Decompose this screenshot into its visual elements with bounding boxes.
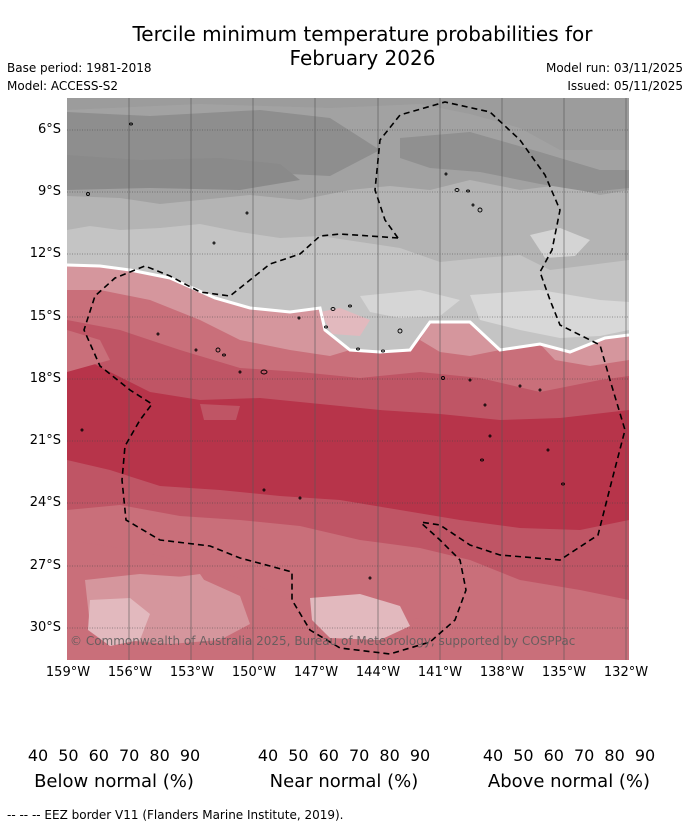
lat-label-24s: 24°S (29, 495, 61, 510)
meridians (128, 98, 627, 660)
colorbar-below-title: Below normal (%) (34, 771, 194, 792)
cb-near-tick-70: 70 (349, 746, 370, 765)
cb-above-tick-50: 50 (513, 746, 534, 765)
lat-label-15s: 15°S (29, 309, 61, 324)
lat-label-6s: 6°S (37, 122, 61, 137)
title-line-2: February 2026 (289, 46, 436, 70)
probability-map (67, 98, 629, 660)
copyright-note: © Commonwealth of Australia 2025, Bureau… (70, 634, 576, 648)
islands (80, 122, 565, 580)
region-near-90-b (67, 110, 380, 176)
cb-near-tick-90: 90 (409, 746, 431, 765)
eez-borders (83, 101, 626, 655)
cb-below-tick-80: 80 (149, 746, 170, 765)
colorbar-above-title: Above normal (%) (487, 771, 651, 792)
model-run: Model run: 03/11/2025 (545, 61, 683, 75)
region-near-90-d (400, 132, 629, 192)
lat-label-30s: 30°S (29, 620, 61, 635)
issued-date: Issued: 05/11/2025 (567, 79, 683, 93)
region-near-50-60-b (360, 290, 460, 318)
region-above-60-70-b (67, 330, 110, 372)
colorbar-near-title: Near normal (%) (269, 771, 419, 792)
region-above-40-50 (320, 308, 370, 336)
graticule (67, 129, 629, 629)
region-above-50-60-e (170, 574, 215, 610)
region-near-40-50 (470, 290, 629, 338)
lat-label-27s: 27°S (29, 558, 61, 573)
region-above-80-90 (67, 350, 629, 530)
cb-below-tick-50: 50 (58, 746, 79, 765)
lat-label-9s: 9°S (37, 184, 61, 199)
cb-near-tick-60: 60 (318, 746, 339, 765)
lon-label-135w: 135°W (541, 665, 587, 680)
lon-label-141w: 141°W (417, 665, 463, 680)
eez-legend-note: -- -- -- EEZ border V11 (Flanders Marine… (7, 808, 344, 822)
model-name: Model: ACCESS-S2 (7, 79, 119, 93)
lon-label-159w: 159°W (45, 665, 91, 680)
lon-label-153w: 153°W (169, 665, 215, 680)
cb-near-tick-40: 40 (257, 746, 279, 765)
region-above-40-50-c (310, 594, 410, 640)
meta-right: Model run: 03/11/2025 Issued: 05/11/2025 (546, 59, 683, 95)
region-near-90-c (67, 155, 300, 190)
map-fill (67, 98, 629, 660)
chart-title: Tercile minimum temperature probabilitie… (0, 22, 690, 70)
cb-above-tick-80: 80 (604, 746, 625, 765)
tercile-boundary (67, 263, 629, 354)
cb-below-tick-60: 60 (88, 746, 109, 765)
cb-near-tick-80: 80 (379, 746, 400, 765)
cb-below-tick-70: 70 (119, 746, 140, 765)
lon-label-132w: 132°W (603, 665, 649, 680)
lat-label-18s: 18°S (29, 371, 61, 386)
lat-label-21s: 21°S (29, 433, 61, 448)
cb-above-tick-70: 70 (574, 746, 595, 765)
region-near-90-a (67, 98, 629, 150)
region-above-40-50-b (88, 598, 150, 646)
cb-above-tick-40: 40 (482, 746, 504, 765)
title-line-1: Tercile minimum temperature probabilitie… (132, 22, 593, 46)
base-period: Base period: 1981-2018 (7, 61, 152, 75)
region-above-50-60 (67, 265, 350, 356)
meta-left: Base period: 1981-2018 Model: ACCESS-S2 (7, 59, 152, 95)
region-above-70-80-b (200, 404, 240, 420)
cb-below-tick-40: 40 (27, 746, 49, 765)
cb-near-tick-50: 50 (288, 746, 309, 765)
region-near-50-60 (530, 228, 590, 258)
cb-below-tick-90: 90 (179, 746, 201, 765)
cb-above-tick-90: 90 (634, 746, 656, 765)
cb-above-tick-60: 60 (543, 746, 564, 765)
lon-label-147w: 147°W (293, 665, 339, 680)
lon-label-144w: 144°W (355, 665, 401, 680)
lat-label-12s: 12°S (29, 246, 61, 261)
lon-label-156w: 156°W (107, 665, 153, 680)
lon-label-138w: 138°W (479, 665, 525, 680)
region-above-50-60-c (540, 335, 629, 366)
lon-label-150w: 150°W (231, 665, 277, 680)
